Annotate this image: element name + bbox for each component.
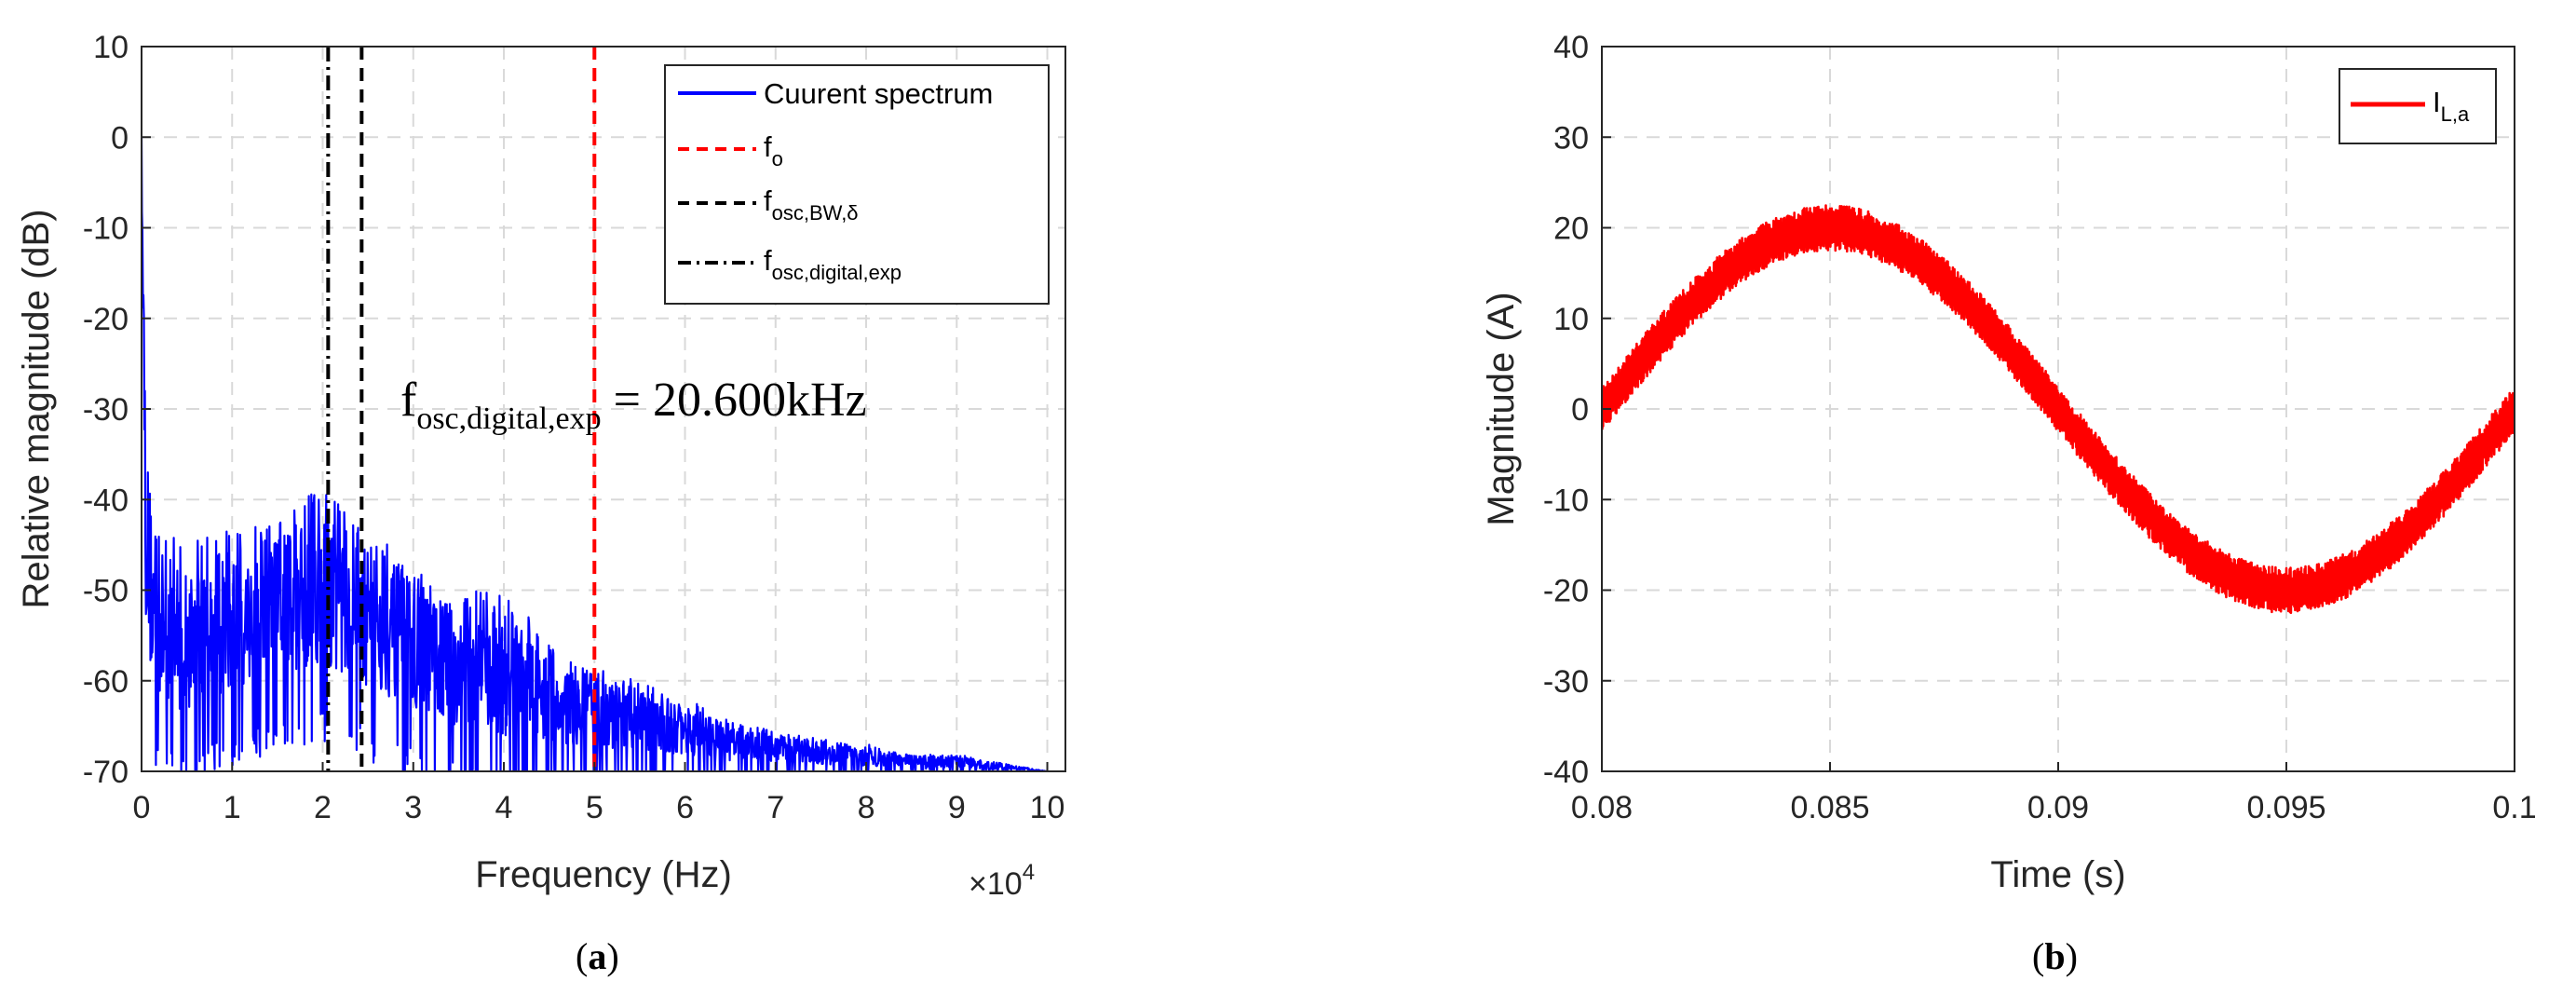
chart-a-annotation-base: f	[400, 374, 417, 427]
chart-b-ytick-label: 30	[1553, 120, 1589, 156]
chart-a-xtick-label: 1	[224, 790, 241, 825]
chart-a-ytick-label: -60	[83, 664, 129, 700]
chart-a-ytick-label: 10	[93, 30, 129, 65]
chart-b-xtick-label: 0.08	[1571, 790, 1633, 825]
chart-a-xlabel: Frequency (Hz)	[475, 854, 732, 895]
chart-a-xtick-label: 9	[948, 790, 966, 825]
chart-b-legend: IL,a	[2339, 68, 2497, 144]
chart-a-xtick-label: 5	[586, 790, 603, 825]
legend-b-label-il: IL,a	[2433, 86, 2470, 126]
chart-a-legend: Cuurent spectrum fo fosc,BW,δ fosc,digit…	[664, 64, 1050, 305]
chart-a-ytick-label: -50	[83, 574, 129, 609]
chart-b-xtick-label: 0.1	[2492, 790, 2536, 825]
chart-b-ytick-label: 20	[1553, 211, 1589, 247]
chart-b-ytick-label: -40	[1543, 755, 1589, 790]
chart-a-xtick-label: 6	[676, 790, 694, 825]
spectrum-line	[142, 137, 1048, 771]
chart-a-xtick-label: 8	[858, 790, 875, 825]
chart-b-ytick-label: 0	[1571, 392, 1589, 428]
chart-a-ytick-label: -20	[83, 302, 129, 337]
chart-a-legend-box	[664, 64, 1050, 305]
current-il-a-line	[1602, 204, 2515, 614]
chart-a-xtick-label: 7	[766, 790, 784, 825]
legend-a-label-spectrum: Cuurent spectrum	[764, 77, 993, 110]
chart-b-ytick-label: 10	[1553, 302, 1589, 337]
chart-a-x-exponent-base: ×10	[969, 866, 1023, 902]
chart-a-annotation: fosc,digital,exp = 20.600kHz	[400, 374, 867, 436]
chart-b-ytick-label: -30	[1543, 664, 1589, 700]
chart-a-xtick-label: 10	[1030, 790, 1065, 825]
chart-b-ytick-label: 40	[1553, 30, 1589, 65]
chart-a-annotation-rest: = 20.600kHz	[602, 374, 867, 427]
chart-a-xtick-label: 3	[404, 790, 422, 825]
chart-a-ytick-label: -30	[83, 392, 129, 428]
chart-a-annotation-sub: osc,digital,exp	[416, 402, 601, 436]
chart-a-ytick-label: -40	[83, 483, 129, 518]
chart-b-ylabel: Magnitude (A)	[1481, 292, 1522, 525]
chart-a-xtick-label: 2	[314, 790, 332, 825]
chart-b: 0.08 0.085 0.09 0.095 0.1 -40 -30 -20 -10 0 10 20 30…	[1481, 30, 2537, 977]
chart-a-ytick-label: -10	[83, 211, 129, 247]
chart-b-ytick-label: -10	[1543, 483, 1589, 518]
chart-a-series	[142, 47, 1048, 771]
chart-b-caption: (b)	[2032, 935, 2078, 977]
chart-a-ticks: 0 1 2 3 4 5 6 7 8 9 10 -70 -60 -50 -40 -30 -20 -10 0 10	[83, 30, 1065, 825]
chart-b-xlabel: Time (s)	[1990, 854, 2125, 895]
chart-a-x-exponent: ×104	[969, 860, 1035, 902]
chart-a-ytick-label: -70	[83, 755, 129, 790]
chart-b-series	[1602, 204, 2515, 614]
legend-a-label-fo: fo	[764, 130, 783, 170]
chart-b-ticks: 0.08 0.085 0.09 0.095 0.1 -40 -30 -20 -10 0 10 20 30…	[1543, 30, 2537, 825]
chart-a-ytick-label: 0	[111, 120, 129, 156]
chart-a-ylabel: Relative magnitude (dB)	[16, 209, 57, 608]
chart-a-xtick-label: 4	[495, 790, 513, 825]
chart-b-xtick-label: 0.095	[2246, 790, 2325, 825]
chart-a: 0 1 2 3 4 5 6 7 8 9 10 -70 -60 -50 -40 -30 -20 -10 0 10 Fre…	[16, 30, 1066, 977]
chart-b-xtick-label: 0.09	[2027, 790, 2089, 825]
legend-a-label-fosc-digital: fosc,digital,exp	[764, 244, 902, 284]
chart-a-xtick-label: 0	[133, 790, 151, 825]
legend-a-label-fosc-bw: fosc,BW,δ	[764, 184, 859, 225]
chart-b-ytick-label: -20	[1543, 574, 1589, 609]
chart-a-caption: (a)	[576, 935, 619, 977]
chart-a-x-exponent-power: 4	[1023, 860, 1035, 885]
chart-b-xtick-label: 0.085	[1790, 790, 1869, 825]
